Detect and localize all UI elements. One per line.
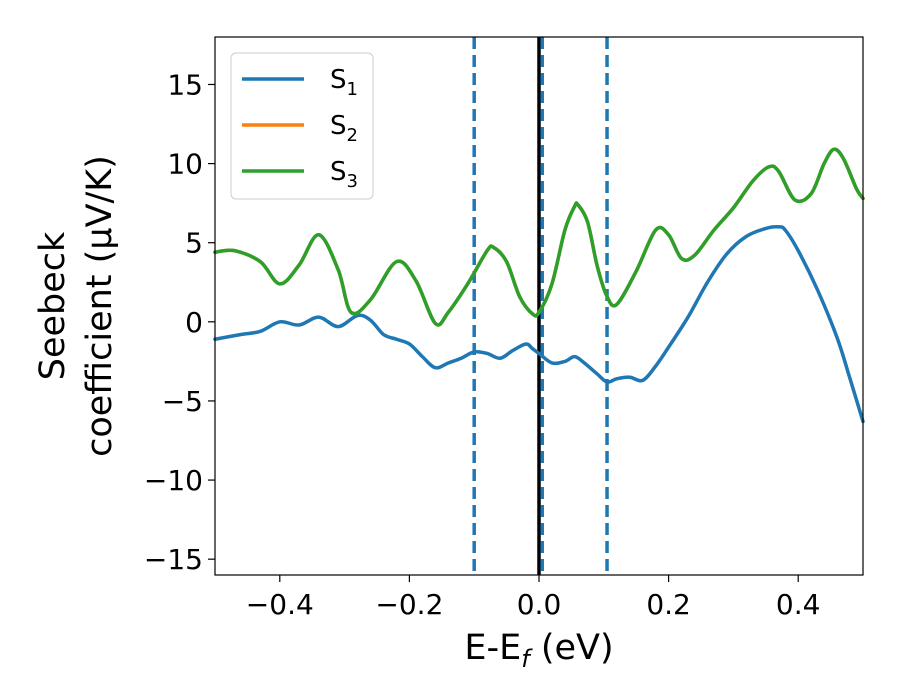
x-axis-ticks: −0.4 −0.2 0.0 0.2 0.4 [246, 575, 821, 621]
x-axis-label: E-Ef (eV) [464, 628, 613, 673]
x-tick-label: 0.2 [646, 588, 691, 621]
reference-lines [472, 37, 609, 575]
y-axis-ticks: −15 −10 −5 0 5 10 15 [144, 68, 215, 576]
y-tick-label: 10 [167, 148, 203, 181]
x-tick-label: 0.0 [517, 588, 562, 621]
series-line-s1 [213, 225, 865, 424]
y-axis-label: Seebeck [33, 231, 73, 380]
y-axis-label-line2: coefficient (μV/K) [80, 155, 120, 457]
x-tick-label: 0.4 [776, 588, 821, 621]
series-lines [213, 147, 865, 424]
x-tick-label: −0.2 [375, 588, 443, 621]
y-tick-label: −15 [144, 543, 203, 576]
y-tick-label: 5 [185, 227, 203, 260]
series-line-s3 [213, 147, 865, 327]
y-tick-label: −5 [162, 385, 203, 418]
y-tick-label: −10 [144, 464, 203, 497]
y-tick-label: 0 [185, 306, 203, 339]
x-tick-label: −0.4 [246, 588, 314, 621]
legend-label-s1: S1 [330, 65, 358, 100]
legend-label-s2: S2 [330, 111, 358, 146]
legend-label-s3: S3 [330, 157, 358, 192]
legend: S1 S2 S3 [230, 52, 374, 200]
y-tick-label: 15 [167, 68, 203, 101]
